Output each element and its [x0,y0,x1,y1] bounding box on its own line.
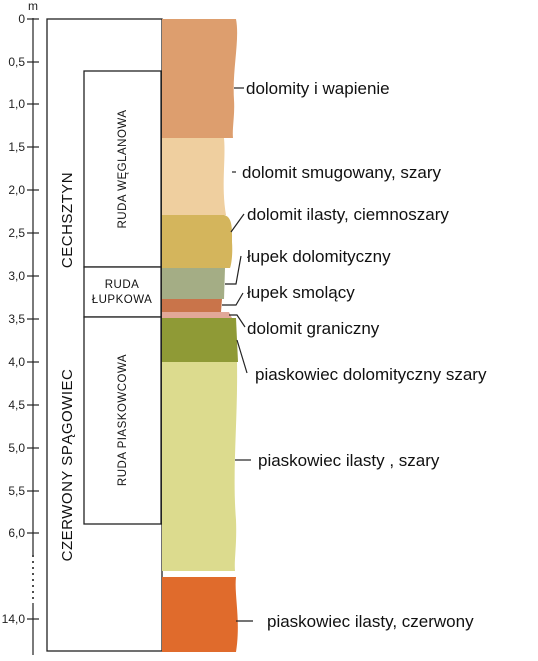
ore-label-weglanowa: RUDA WĘGLANOWA [117,109,129,228]
axis-unit-label: m [28,0,38,13]
axis-tick-label: 1,0 [8,97,25,111]
layer-label-lupek-smolacy: łupek smolący [247,283,355,302]
axis-ticks: 0 0,5 1,0 1,5 2,0 2,5 3,0 3,5 4,0 4,5 5,0 5,5 6,0 14,… [2,12,39,626]
axis-tick-label: 0,5 [8,55,25,69]
axis-tick-label: 2,5 [8,226,25,240]
layer-dolomit-smugowany [162,138,226,215]
ore-zones: RUDA WĘGLANOWA RUDA ŁUPKOWA RUDA PIASKOW… [83,70,162,525]
ore-label-lupkowa-line2: ŁUPKOWA [92,294,153,306]
layer-lupek-smolacy [162,299,222,312]
layer-lupek-dolomityczny [162,268,225,299]
axis-tick-label: 5,5 [8,484,25,498]
ore-label-piaskowcowa: RUDA PIASKOWCOWA [117,354,129,486]
layer-piaskowiec-ilasty-czerwony [162,577,238,652]
leader-line [222,292,244,306]
layer-label-piaskowiec-ilasty-szary: piaskowiec ilasty , szary [258,451,440,470]
leader-line [230,213,245,233]
leader-lines [222,87,253,622]
axis-tick-label: 3,0 [8,269,25,283]
axis-tick-label: 2,0 [8,183,25,197]
leader-line [229,314,246,328]
layer-label-dolomit-smugowany: dolomit smugowany, szary [242,163,442,182]
axis-tick-label: 0 [18,12,25,26]
layer-label-dolomit-ilasty: dolomit ilasty, ciemnoszary [247,205,449,224]
axis-tick-label: 5,0 [8,441,25,455]
layer-label-dolomit-graniczny: dolomit graniczny [247,319,380,338]
layer-label-lupek-dolomityczny: łupek dolomityczny [247,247,391,266]
axis-tick-label: 4,0 [8,355,25,369]
ore-box-piaskowcowa [83,316,162,525]
layer-dolomit-graniczny [162,312,232,318]
leader-line [225,255,242,285]
axis-tick-label: 1,5 [8,140,25,154]
layer-dolomity-i-wapienie [162,19,238,138]
formation-label-czerwony-spagowiec: CZERWONY SPĄGOWIEC [59,369,76,562]
formation-label-cechsztyn: CECHSZTYN [59,172,76,268]
axis-tick-label: 14,0 [2,612,26,626]
layer-label-piaskowiec-ilasty-czerwony: piaskowiec ilasty, czerwony [267,612,474,631]
rock-column [162,19,238,652]
axis-tick-label: 3,5 [8,312,25,326]
depth-axis: m 0 0,5 1,0 1,5 2,0 2,5 3,0 3,5 4,0 4,5 5,0 5,5 6,0 1… [2,0,39,655]
layer-piaskowiec-dolomityczny [162,318,238,362]
axis-tick-label: 6,0 [8,526,25,540]
layer-label-piaskowiec-dolomityczny: piaskowiec dolomityczny szary [255,365,487,384]
ore-box-lupkowa [83,266,162,318]
layer-label-dolomity-i-wapienie: dolomity i wapienie [246,79,390,98]
layer-piaskowiec-ilasty-szary [162,362,238,571]
layer-dolomit-ilasty-ciemnoszary [162,215,233,268]
leader-line [236,339,248,374]
axis-tick-label: 4,5 [8,398,25,412]
ore-label-lupkowa-line1: RUDA [105,279,140,291]
layer-labels: dolomity i wapienie dolomit smugowany, s… [242,79,487,631]
